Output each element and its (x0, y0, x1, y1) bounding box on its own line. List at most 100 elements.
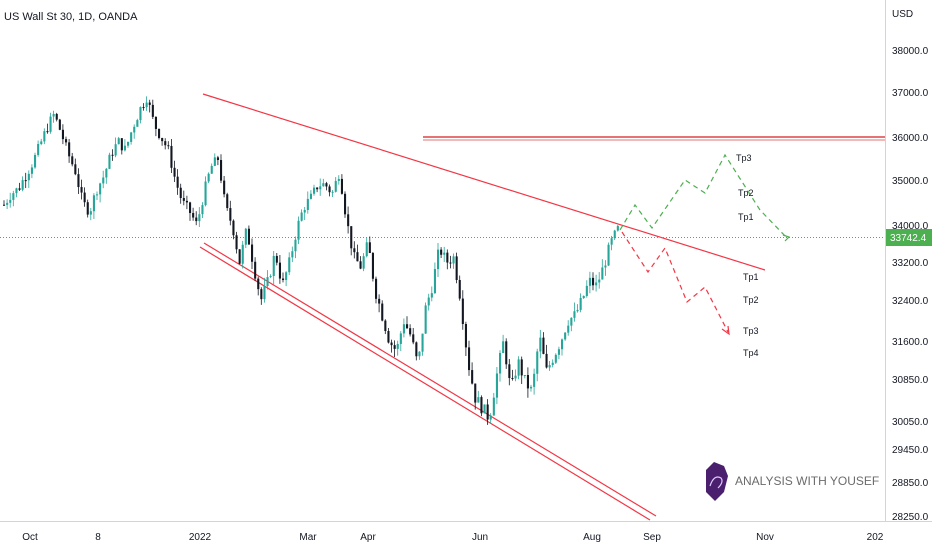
candle-body[interactable] (77, 174, 80, 188)
candle-body[interactable] (58, 119, 61, 130)
candle-body[interactable] (117, 138, 120, 145)
time-axis[interactable]: Oct 8 2022 Mar Apr Jun Aug Sep Nov 202 (22, 532, 884, 543)
candle-body[interactable] (151, 104, 154, 117)
candle-body[interactable] (257, 278, 260, 290)
candle-body[interactable] (136, 120, 139, 127)
candle-body[interactable] (458, 279, 461, 299)
candle-body[interactable] (170, 145, 173, 168)
candle-body[interactable] (260, 289, 263, 300)
candle-body[interactable] (319, 186, 322, 190)
candle-body[interactable] (449, 262, 452, 264)
candle-body[interactable] (210, 165, 213, 174)
candle-body[interactable] (601, 267, 604, 280)
candle-body[interactable] (446, 252, 449, 263)
candle-body[interactable] (356, 252, 359, 262)
candle-body[interactable] (505, 341, 508, 365)
candle-body[interactable] (142, 107, 145, 109)
candle-body[interactable] (437, 249, 440, 270)
candle-body[interactable] (610, 238, 613, 245)
candle-body[interactable] (328, 186, 331, 193)
candle-body[interactable] (471, 370, 474, 384)
candle-body[interactable] (406, 324, 409, 329)
candle-body[interactable] (34, 154, 37, 168)
candle-body[interactable] (313, 187, 316, 194)
candle-body[interactable] (526, 374, 529, 389)
candle-body[interactable] (573, 311, 576, 318)
candle-body[interactable] (189, 202, 192, 214)
candle-body[interactable] (275, 255, 278, 263)
candles[interactable] (3, 96, 619, 425)
lower-trend-line-parallel[interactable] (203, 242, 657, 517)
candle-body[interactable] (393, 345, 396, 349)
candle-body[interactable] (424, 305, 427, 334)
candle-body[interactable] (68, 142, 71, 157)
candle-body[interactable] (489, 415, 492, 420)
candle-body[interactable] (396, 343, 399, 349)
candle-body[interactable] (551, 362, 554, 366)
candle-body[interactable] (570, 317, 573, 326)
candle-body[interactable] (427, 297, 430, 306)
candle-body[interactable] (247, 228, 250, 245)
candle-body[interactable] (167, 145, 170, 147)
candle-body[interactable] (139, 107, 142, 121)
candle-body[interactable] (421, 333, 424, 352)
candle-body[interactable] (278, 262, 281, 279)
candle-body[interactable] (362, 256, 365, 269)
candle-body[interactable] (309, 193, 312, 199)
candle-body[interactable] (220, 160, 223, 181)
candle-body[interactable] (486, 404, 489, 420)
candle-body[interactable] (244, 228, 247, 245)
candle-body[interactable] (198, 214, 201, 222)
candle-body[interactable] (105, 168, 108, 178)
candle-body[interactable] (269, 276, 272, 278)
candle-body[interactable] (322, 183, 325, 187)
candle-body[interactable] (514, 375, 517, 379)
candle-body[interactable] (30, 167, 33, 174)
candle-body[interactable] (567, 325, 570, 333)
candle-body[interactable] (27, 173, 30, 181)
candle-body[interactable] (564, 332, 567, 340)
candle-body[interactable] (517, 359, 520, 376)
candle-body[interactable] (254, 261, 257, 279)
candle-body[interactable] (455, 256, 458, 280)
candle-body[interactable] (251, 244, 254, 262)
candle-body[interactable] (130, 132, 133, 142)
candle-body[interactable] (216, 157, 219, 161)
candle-body[interactable] (483, 404, 486, 414)
candle-body[interactable] (133, 126, 136, 133)
candle-body[interactable] (508, 364, 511, 379)
candle-body[interactable] (378, 298, 381, 304)
candle-body[interactable] (353, 248, 356, 253)
candle-body[interactable] (6, 202, 9, 205)
candle-body[interactable] (285, 272, 288, 281)
candle-body[interactable] (533, 373, 536, 387)
candle-body[interactable] (182, 198, 185, 201)
candle-body[interactable] (71, 156, 74, 165)
candle-body[interactable] (89, 211, 92, 215)
candle-body[interactable] (185, 200, 188, 203)
candle-body[interactable] (282, 278, 285, 281)
candle-body[interactable] (548, 365, 551, 368)
candle-body[interactable] (598, 279, 601, 283)
candle-body[interactable] (61, 129, 64, 140)
candle-body[interactable] (83, 192, 86, 203)
candle-body[interactable] (554, 354, 557, 363)
candle-body[interactable] (86, 202, 89, 215)
candle-body[interactable] (365, 242, 368, 257)
candle-body[interactable] (55, 113, 58, 120)
candle-body[interactable] (545, 353, 548, 368)
candle-body[interactable] (37, 143, 40, 155)
candle-body[interactable] (523, 374, 526, 376)
candle-body[interactable] (409, 328, 412, 335)
candle-body[interactable] (350, 226, 353, 249)
candle-body[interactable] (173, 167, 176, 177)
candle-body[interactable] (381, 303, 384, 321)
candle-body[interactable] (542, 337, 545, 354)
candle-body[interactable] (229, 208, 232, 221)
candle-body[interactable] (399, 333, 402, 344)
price-axis[interactable]: 38000.0 37000.0 36000.0 35000.0 34000.0 33200… (892, 46, 929, 523)
candle-body[interactable] (539, 337, 542, 352)
candle-body[interactable] (65, 139, 68, 143)
candle-body[interactable] (272, 255, 275, 277)
candle-body[interactable] (557, 349, 560, 355)
